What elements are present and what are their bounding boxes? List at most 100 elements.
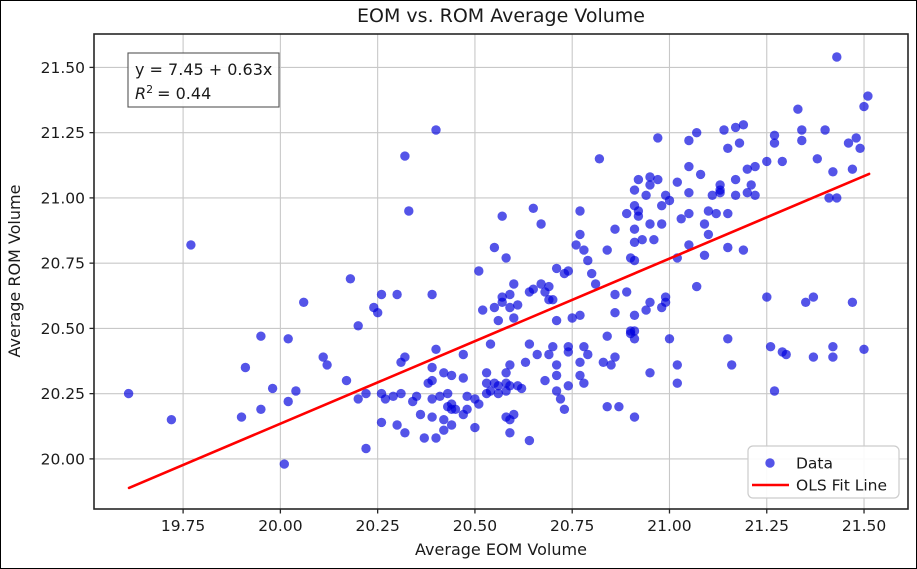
data-point <box>551 263 562 274</box>
data-point <box>742 164 752 174</box>
legend-line-label: OLS Fit Line <box>796 477 887 495</box>
y-tick-label: 20.00 <box>41 450 85 468</box>
data-point <box>520 357 531 367</box>
data-point <box>427 394 437 404</box>
data-point <box>672 378 682 388</box>
data-point <box>820 125 830 135</box>
data-point <box>548 295 558 305</box>
data-point <box>431 433 441 443</box>
data-point <box>828 342 838 352</box>
data-point <box>489 242 500 253</box>
data-point <box>431 344 441 354</box>
legend-data-label: Data <box>796 455 833 473</box>
data-point <box>536 219 546 229</box>
data-point <box>427 412 437 422</box>
data-point <box>563 347 573 357</box>
data-point <box>575 206 585 216</box>
data-point <box>606 360 616 370</box>
data-point <box>123 388 134 399</box>
annotation-r-squared: R2 = 0.44 <box>135 83 211 103</box>
x-axis-label: Average EOM Volume <box>415 540 587 559</box>
data-point <box>446 370 457 381</box>
data-point <box>446 420 457 430</box>
x-tick-label: 20.75 <box>550 517 594 535</box>
data-point <box>723 143 733 153</box>
data-point <box>396 388 406 399</box>
data-point <box>485 339 496 349</box>
data-point <box>781 349 791 360</box>
data-point <box>590 279 601 289</box>
data-point <box>863 91 873 101</box>
chart-title: EOM vs. ROM Average Volume <box>357 5 645 27</box>
data-point <box>629 185 640 195</box>
legend-data-marker <box>765 458 775 468</box>
data-point <box>629 255 640 266</box>
data-point <box>812 154 822 164</box>
annotation-equation: y = 7.45 + 0.63x <box>135 60 272 79</box>
data-point <box>847 164 858 174</box>
data-point <box>699 219 710 229</box>
data-point <box>676 214 686 224</box>
data-point <box>559 404 570 414</box>
y-tick-label: 21.00 <box>41 189 85 207</box>
data-point <box>622 287 632 297</box>
data-point <box>341 375 352 386</box>
data-point <box>256 331 266 341</box>
data-point <box>797 125 807 135</box>
data-point <box>707 190 717 200</box>
data-point <box>318 352 328 362</box>
data-point <box>485 386 496 396</box>
data-point <box>458 409 468 420</box>
data-point <box>629 310 640 320</box>
data-point <box>583 255 593 266</box>
data-point <box>832 52 842 62</box>
data-point <box>528 203 538 213</box>
data-point <box>777 156 787 167</box>
y-tick-label: 21.50 <box>41 59 85 77</box>
plot-border <box>93 33 909 510</box>
data-point <box>322 360 332 370</box>
x-tick-label: 21.00 <box>647 517 691 535</box>
data-point <box>419 433 429 443</box>
data-point <box>361 443 371 454</box>
data-point <box>579 378 589 388</box>
data-point <box>400 151 410 161</box>
data-point <box>478 305 488 315</box>
data-point <box>727 360 737 370</box>
data-point <box>376 289 387 300</box>
data-point <box>411 391 422 401</box>
data-point <box>637 235 647 245</box>
data-point <box>373 308 383 318</box>
data-point <box>443 388 453 399</box>
data-point <box>493 381 503 391</box>
data-point <box>653 133 663 143</box>
data-point <box>649 235 659 245</box>
data-point <box>516 383 527 394</box>
data-point <box>723 208 733 219</box>
data-point <box>579 342 589 352</box>
data-point <box>439 368 449 378</box>
data-point <box>575 370 585 381</box>
data-point <box>353 394 363 404</box>
data-point <box>505 360 515 370</box>
data-point <box>427 289 437 300</box>
data-point <box>392 289 402 300</box>
data-point <box>614 402 624 412</box>
data-point <box>481 378 492 388</box>
data-point <box>808 292 819 302</box>
data-point <box>470 422 480 433</box>
data-point <box>738 120 749 130</box>
data-point <box>544 349 554 360</box>
data-point <box>793 104 803 114</box>
data-point <box>730 190 741 200</box>
data-point <box>692 128 702 138</box>
data-point <box>797 135 807 146</box>
data-point <box>762 156 772 167</box>
data-point <box>723 334 733 344</box>
data-point <box>610 224 620 234</box>
data-point <box>513 300 523 310</box>
data-point <box>598 357 608 367</box>
data-point <box>474 266 484 276</box>
data-point <box>610 308 620 318</box>
